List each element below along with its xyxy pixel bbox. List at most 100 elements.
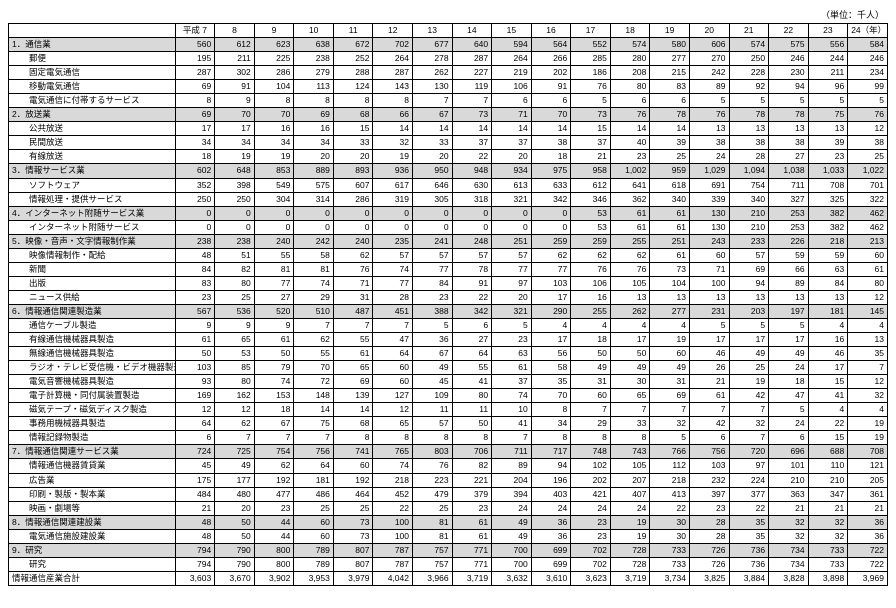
cell-value: 794	[175, 557, 215, 571]
cell-value: 67	[413, 108, 453, 122]
cell-value: 61	[333, 347, 373, 361]
cell-value: 278	[413, 52, 453, 66]
cell-value: 203	[729, 304, 769, 318]
cell-value: 20	[492, 150, 532, 164]
cell-value: 4	[848, 403, 888, 417]
cell-value: 7	[610, 403, 650, 417]
cell-value: 302	[215, 66, 255, 80]
cell-value: 37	[492, 375, 532, 389]
cell-value: 362	[610, 192, 650, 206]
data-row: 情報記録物製造67778888788856761519	[9, 431, 888, 445]
cell-value: 733	[808, 557, 848, 571]
cell-value: 55	[333, 333, 373, 347]
cell-value: 68	[333, 417, 373, 431]
cell-value: 28	[689, 529, 729, 543]
cell-value: 726	[689, 543, 729, 557]
cell-value: 62	[333, 248, 373, 262]
row-label: 有線放送	[9, 150, 176, 164]
data-row: 郵便19521122523825226427828726426628528027…	[9, 52, 888, 66]
cell-value: 612	[571, 178, 611, 192]
cell-value: 50	[610, 347, 650, 361]
cell-value: 218	[808, 234, 848, 248]
cell-value: 13	[769, 122, 809, 136]
cell-value: 13	[848, 333, 888, 347]
cell-value: 279	[294, 66, 334, 80]
cell-value: 6	[610, 94, 650, 108]
cell-value: 5	[492, 318, 532, 332]
cell-value: 479	[413, 487, 453, 501]
cell-value: 80	[452, 389, 492, 403]
cell-value: 322	[848, 192, 888, 206]
cell-value: 736	[729, 543, 769, 557]
cell-value: 388	[413, 304, 453, 318]
cell-value: 305	[413, 192, 453, 206]
cell-value: 57	[492, 248, 532, 262]
data-row: 情報処理・提供サービス25025030431428631930531832134…	[9, 192, 888, 206]
cell-value: 765	[373, 445, 413, 459]
cell-value: 790	[215, 557, 255, 571]
cell-value: 32	[769, 529, 809, 543]
cell-value: 49	[650, 361, 690, 375]
cell-value: 211	[808, 66, 848, 80]
cell-value: 73	[333, 529, 373, 543]
category-row: 4．インターネット附随サービス業000000000053616113021025…	[9, 206, 888, 220]
cell-value: 287	[373, 66, 413, 80]
cell-value: 975	[531, 164, 571, 178]
data-row: 印刷・製版・製本業4844804774864644524793793944034…	[9, 487, 888, 501]
cell-value: 754	[729, 178, 769, 192]
cell-value: 7	[492, 431, 532, 445]
cell-value: 382	[808, 206, 848, 220]
cell-value: 50	[215, 529, 255, 543]
category-row: 9．研究794790800789807787757771700699702728…	[9, 543, 888, 557]
cell-value: 32	[848, 389, 888, 403]
cell-value: 110	[808, 459, 848, 473]
cell-value: 8	[531, 403, 571, 417]
data-row: 事務用機械器具製造6462677568655750413429333242322…	[9, 417, 888, 431]
cell-value: 64	[175, 417, 215, 431]
cell-value: 3,603	[175, 571, 215, 585]
cell-value: 5	[689, 94, 729, 108]
cell-value: 377	[729, 487, 769, 501]
cell-value: 35	[729, 529, 769, 543]
cell-value: 580	[650, 38, 690, 52]
cell-value: 339	[689, 192, 729, 206]
data-row: 映画・劇場等2120232525222523242424242223222121…	[9, 501, 888, 515]
cell-value: 594	[492, 38, 532, 52]
cell-value: 42	[689, 417, 729, 431]
cell-value: 477	[254, 487, 294, 501]
data-row: 情報通信機器賃貸業4549626460747682899410210511210…	[9, 459, 888, 473]
cell-value: 16	[294, 122, 334, 136]
cell-value: 59	[808, 248, 848, 262]
cell-value: 235	[373, 234, 413, 248]
cell-value: 699	[531, 543, 571, 557]
cell-value: 60	[373, 361, 413, 375]
cell-value: 741	[333, 445, 373, 459]
cell-value: 15	[333, 122, 373, 136]
cell-value: 34	[175, 136, 215, 150]
cell-value: 45	[175, 459, 215, 473]
cell-value: 711	[769, 178, 809, 192]
cell-value: 23	[808, 150, 848, 164]
cell-value: 8	[333, 431, 373, 445]
cell-value: 244	[808, 52, 848, 66]
row-label: 固定電気通信	[9, 66, 176, 80]
row-label: 有線通信機械器具製造	[9, 333, 176, 347]
cell-value: 15	[808, 375, 848, 389]
data-row: ニュース供給2325272931282322201716131313131313…	[9, 290, 888, 304]
cell-value: 49	[571, 361, 611, 375]
cell-value: 181	[808, 304, 848, 318]
cell-value: 32	[373, 136, 413, 150]
row-label: 映像情報制作・配給	[9, 248, 176, 262]
category-row: 8．情報通信関連建設業48504460731008161493623193028…	[9, 515, 888, 529]
cell-value: 195	[175, 52, 215, 66]
row-label: 情報処理・提供サービス	[9, 192, 176, 206]
cell-value: 708	[848, 445, 888, 459]
cell-value: 50	[215, 515, 255, 529]
cell-value: 33	[333, 136, 373, 150]
cell-value: 26	[689, 361, 729, 375]
cell-value: 231	[689, 304, 729, 318]
cell-value: 556	[808, 38, 848, 52]
cell-value: 259	[531, 234, 571, 248]
cell-value: 106	[571, 276, 611, 290]
cell-value: 77	[254, 276, 294, 290]
